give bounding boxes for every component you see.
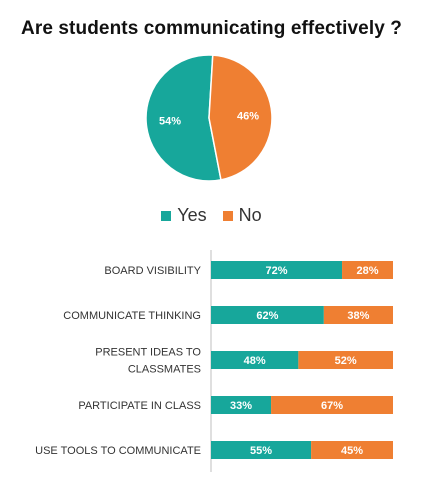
bar-value-label: 48% <box>244 355 266 367</box>
pie-legend: Yes No <box>0 205 423 226</box>
bar-category-label: USE TOOLS TO COMMUNICATE <box>35 445 201 457</box>
bar-segment-yes <box>211 306 324 324</box>
bar-value-label: 38% <box>347 310 369 322</box>
bar-segment-yes <box>211 261 343 279</box>
bar-segment-no <box>323 306 393 324</box>
bar-value-label: 72% <box>266 265 288 277</box>
legend-swatch-no <box>222 210 233 221</box>
bar-category-label: PARTICIPATE IN CLASS <box>78 400 201 412</box>
bar-segment-no <box>311 441 393 459</box>
legend-swatch-yes <box>161 210 172 221</box>
pie-label-yes: 54% <box>159 116 181 128</box>
legend-label-yes: Yes <box>177 205 207 225</box>
bar-value-label: 45% <box>341 445 363 457</box>
bar-segment-no <box>271 396 393 414</box>
bar-segment-yes <box>211 351 299 369</box>
stacked-bar-chart: BOARD VISIBILITY 72% 28% COMMUNICATE THINKI… <box>35 250 393 472</box>
bar-value-label: 67% <box>321 400 343 412</box>
bar-segment-no <box>298 351 393 369</box>
chart-title: Are students communicating effectively ? <box>21 18 402 39</box>
bar-category-label: PRESENT IDEAS TO <box>95 347 201 359</box>
bar-category-label: COMMUNICATE THINKING <box>63 310 201 322</box>
bar-segment-no <box>342 261 393 279</box>
bar-value-label: 33% <box>230 400 252 412</box>
bar-category-label: BOARD VISIBILITY <box>104 265 201 277</box>
bar-segment-yes <box>211 396 272 414</box>
legend-item-no: No <box>222 205 262 226</box>
pie-slice-no <box>208 54 273 181</box>
bar-value-label: 62% <box>256 310 278 322</box>
pie-chart: 54% 46% <box>145 54 273 182</box>
pie-label-no: 46% <box>237 110 259 122</box>
pie-slice-yes <box>145 54 222 182</box>
bar-segment-yes <box>211 441 312 459</box>
bar-value-label: 52% <box>335 355 357 367</box>
bar-value-label: 28% <box>357 265 379 277</box>
bar-category-label: CLASSMATES <box>128 364 201 376</box>
bar-value-label: 55% <box>250 445 272 457</box>
legend-item-yes: Yes <box>161 205 207 226</box>
legend-label-no: No <box>238 205 262 225</box>
